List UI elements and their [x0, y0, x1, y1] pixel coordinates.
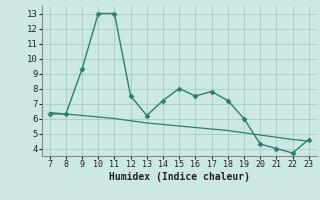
X-axis label: Humidex (Indice chaleur): Humidex (Indice chaleur)	[109, 172, 250, 182]
